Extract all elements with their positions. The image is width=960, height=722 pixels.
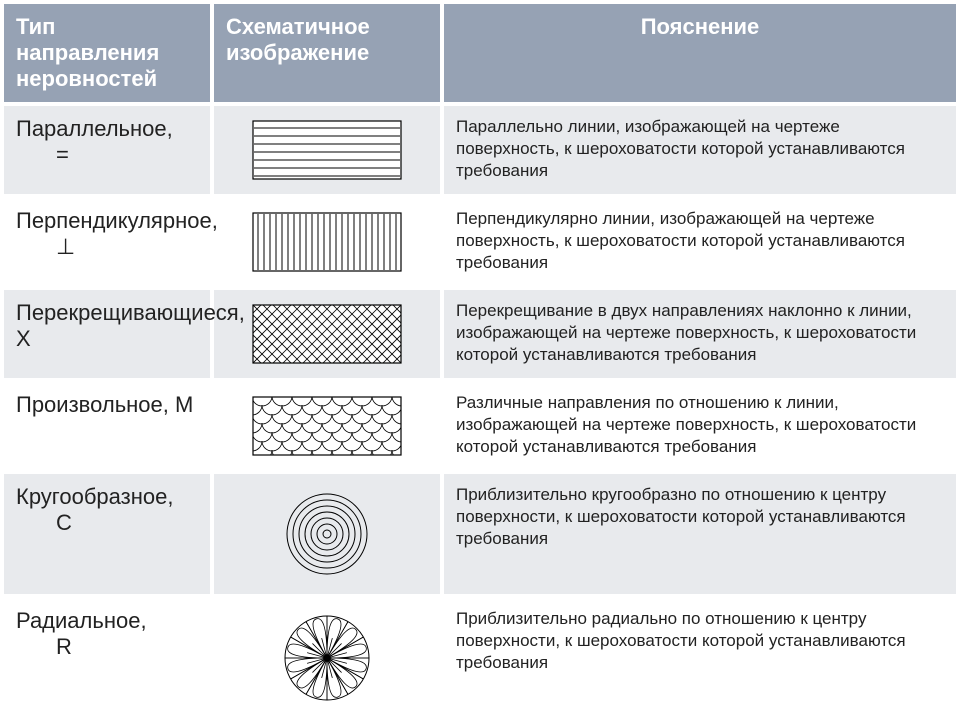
col-header-desc: Пояснение	[442, 2, 958, 104]
type-cell: Параллельное,=	[2, 104, 212, 196]
schematic-cell	[212, 596, 442, 720]
type-symbol: =	[16, 142, 198, 168]
schematic-cell	[212, 104, 442, 196]
type-symbol: R	[16, 634, 198, 660]
roughness-direction-table: Тип направления неровностей Схематичное …	[0, 0, 960, 722]
table-row: Кругообразное,C Приблизительно кругообраз…	[2, 472, 958, 596]
type-label: Произвольное, M	[16, 392, 193, 417]
header-row: Тип направления неровностей Схематичное …	[2, 2, 958, 104]
type-label: Параллельное,	[16, 116, 173, 141]
col-header-type: Тип направления неровностей	[2, 2, 212, 104]
type-cell: Перекрещивающиеся, X	[2, 288, 212, 380]
type-cell: Перпендикулярное,⊥	[2, 196, 212, 288]
type-label: Перпендикулярное,	[16, 208, 218, 233]
table-body: Параллельное,= Параллельно линии, изобра…	[2, 104, 958, 720]
table-row: Произвольное, M Различные направления по…	[2, 380, 958, 472]
description-cell: Приблизительно радиально по отношению к …	[442, 596, 958, 720]
description-cell: Перекрещивание в двух направлениях накло…	[442, 288, 958, 380]
type-label: Перекрещивающиеся, X	[16, 300, 245, 351]
col-header-image: Схематичное изображение	[212, 2, 442, 104]
type-symbol: ⊥	[16, 234, 198, 260]
table-row: Перекрещивающиеся, X Перекрещивание в дв…	[2, 288, 958, 380]
schematic-cell	[212, 196, 442, 288]
type-cell: Радиальное,R	[2, 596, 212, 720]
description-cell: Приблизительно кругообразно по отношению…	[442, 472, 958, 596]
description-cell: Различные направления по отношению к лин…	[442, 380, 958, 472]
table-row: Радиальное,R Приблизительно радиально по …	[2, 596, 958, 720]
schematic-cell	[212, 288, 442, 380]
description-cell: Параллельно линии, изображающей на черте…	[442, 104, 958, 196]
table-row: Перпендикулярное,⊥ Перпендикулярно линии…	[2, 196, 958, 288]
description-cell: Перпендикулярно линии, изображающей на ч…	[442, 196, 958, 288]
table-row: Параллельное,= Параллельно линии, изобра…	[2, 104, 958, 196]
type-cell: Кругообразное,C	[2, 472, 212, 596]
schematic-cell	[212, 472, 442, 596]
type-label: Кругообразное,	[16, 484, 173, 509]
type-symbol: C	[16, 510, 198, 536]
type-cell: Произвольное, M	[2, 380, 212, 472]
schematic-cell	[212, 380, 442, 472]
type-label: Радиальное,	[16, 608, 147, 633]
